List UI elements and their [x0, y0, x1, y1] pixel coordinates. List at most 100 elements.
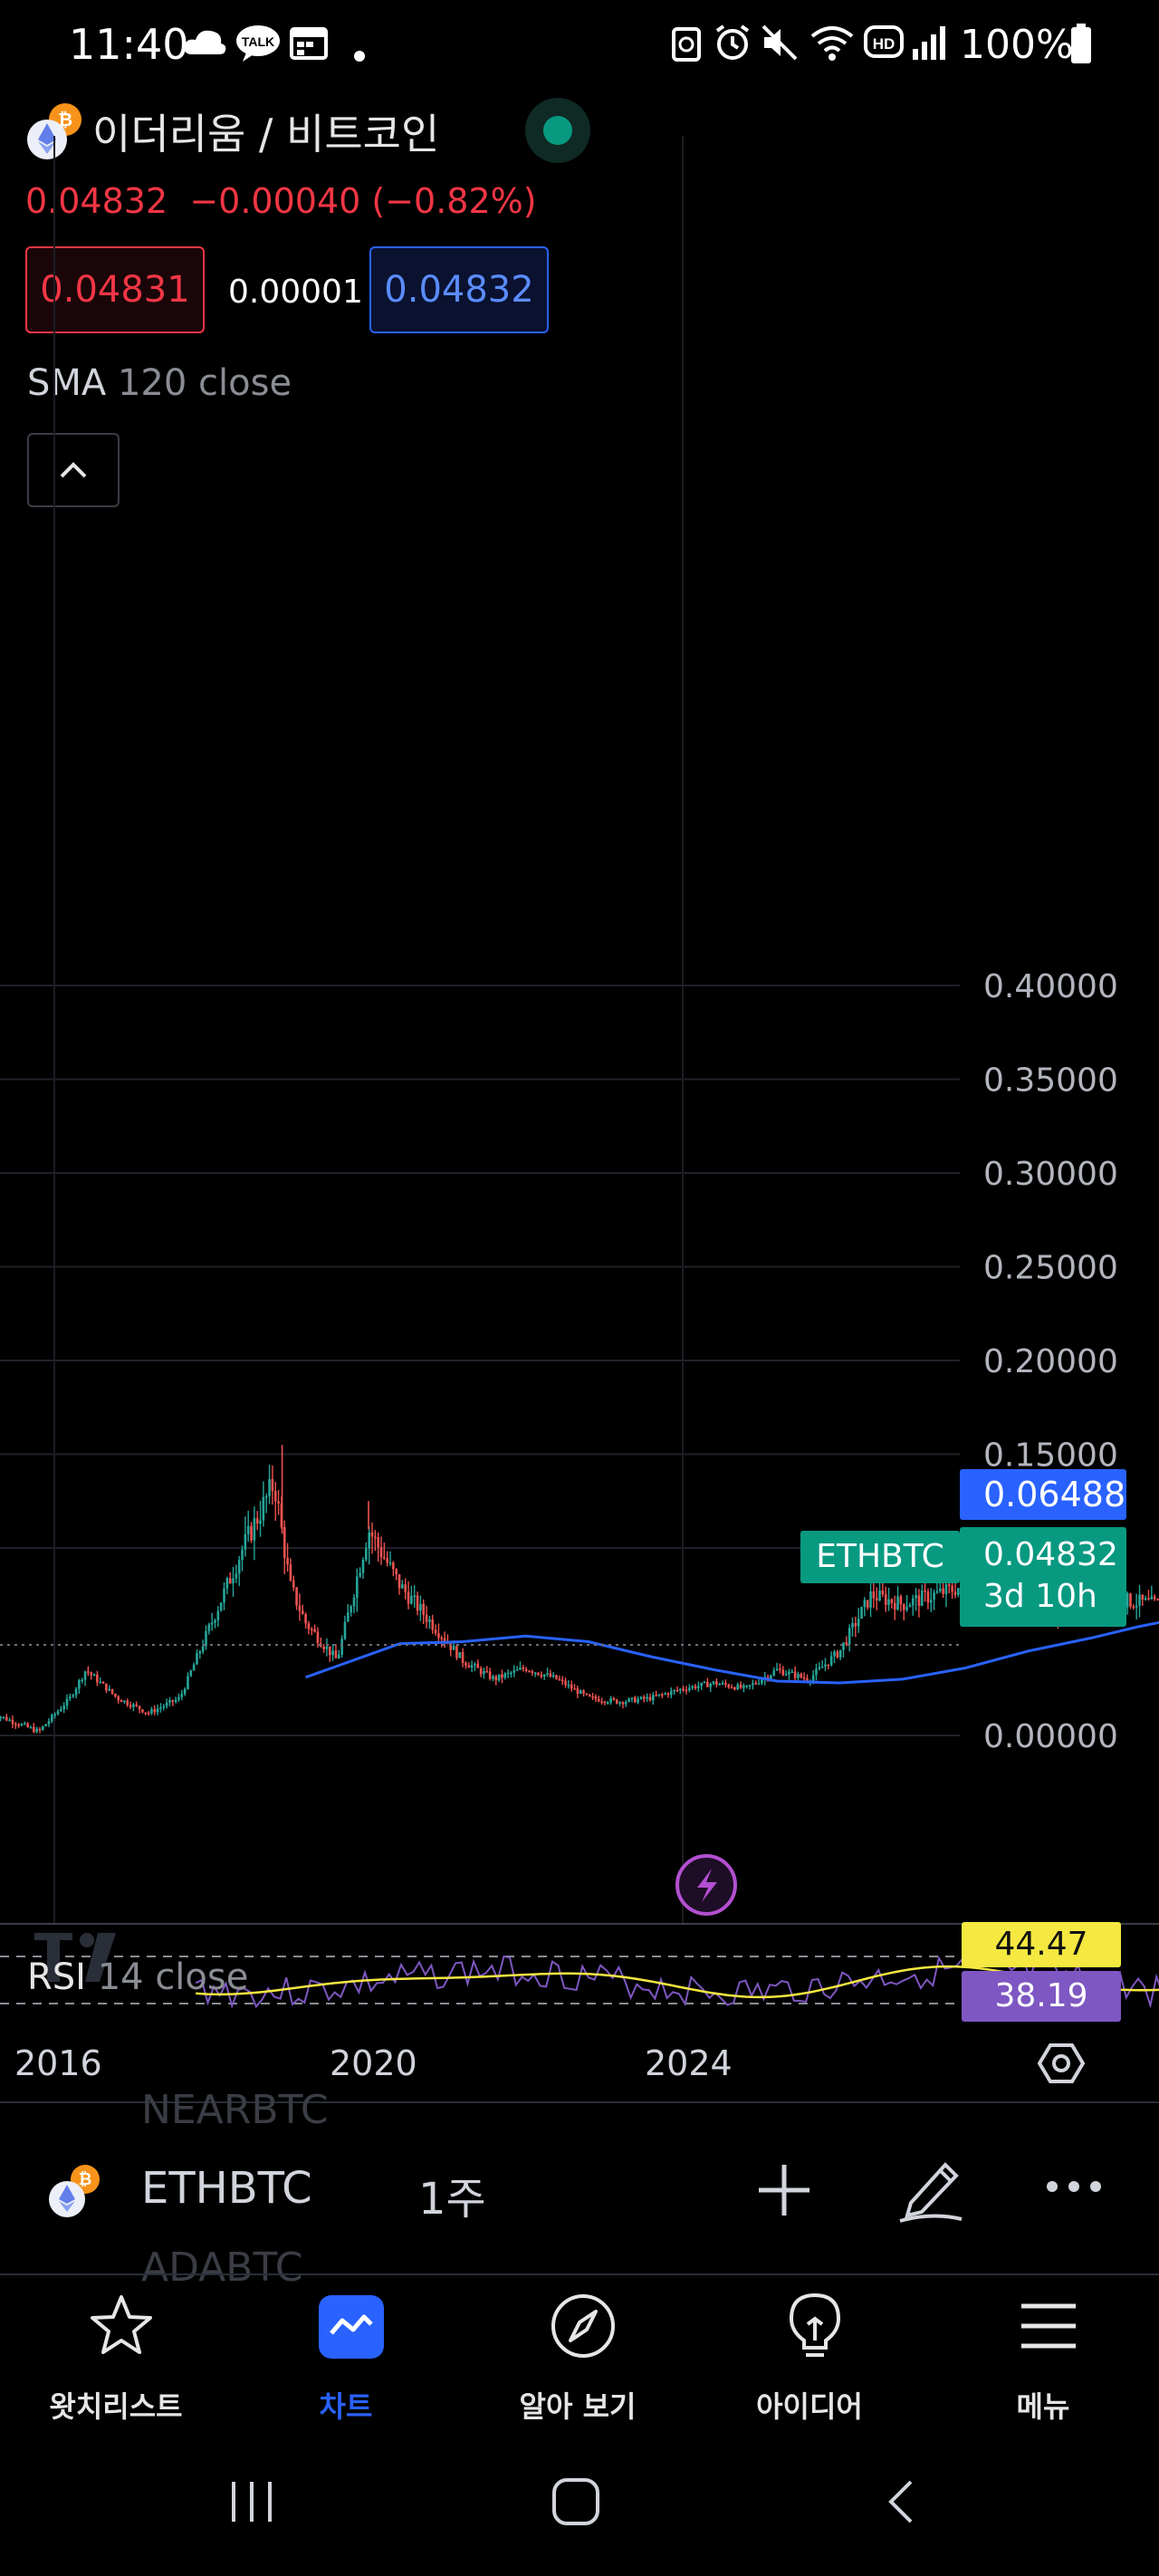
- candle-body: [105, 1683, 108, 1691]
- rsi-ma-tag: 44.47: [962, 1922, 1121, 1967]
- candle-body: [292, 1580, 295, 1588]
- candle-body: [802, 1677, 806, 1679]
- star-icon: [87, 2292, 156, 2364]
- candle-body: [926, 1591, 930, 1603]
- candle-body: [942, 1588, 944, 1594]
- dot-icon: [353, 31, 366, 71]
- drawing-icon[interactable]: [896, 2152, 965, 2228]
- candle-body: [582, 1690, 585, 1694]
- candle-body: [343, 1621, 347, 1639]
- candle-body: [255, 1518, 259, 1524]
- price-chart[interactable]: 0.40000 0.35000 0.30000 0.25000 0.20000 0.150…: [0, 136, 1159, 2083]
- collapse-legend-button[interactable]: [27, 433, 120, 507]
- candle-body: [1144, 1598, 1147, 1600]
- candle-body: [246, 1525, 250, 1534]
- back-icon[interactable]: [882, 2476, 922, 2531]
- candle-body: [612, 1698, 616, 1700]
- nav-watchlist[interactable]: 왓치리스트: [16, 2286, 216, 2424]
- symbol-search-button[interactable]: ETHBTC: [141, 2163, 312, 2214]
- candle-body: [637, 1698, 639, 1703]
- market-status[interactable]: [525, 98, 590, 163]
- nav-menu[interactable]: 메뉴: [943, 2286, 1143, 2424]
- candle-body: [183, 1688, 187, 1695]
- candle-body: [461, 1652, 465, 1663]
- candle-body: [5, 1716, 8, 1721]
- candle-body: [503, 1673, 507, 1678]
- candle-body: [902, 1604, 905, 1610]
- candle-body: [470, 1665, 474, 1668]
- rsi-ma-line: [196, 1965, 1159, 1999]
- add-icon[interactable]: [753, 2159, 815, 2225]
- candle-body: [703, 1681, 706, 1684]
- sma-legend[interactable]: SMA 120 close: [27, 362, 292, 404]
- nav-ideas[interactable]: 아이디어: [710, 2286, 909, 2424]
- candle-body: [24, 1723, 26, 1725]
- candle-body: [147, 1712, 150, 1715]
- next-symbol-ghost: ADABTC: [141, 2244, 303, 2291]
- candle-body: [594, 1697, 598, 1699]
- candle-body: [307, 1623, 311, 1629]
- candle-body: [884, 1594, 887, 1605]
- menu-icon: [1014, 2292, 1083, 2364]
- candle-body: [863, 1600, 867, 1608]
- candle-body: [878, 1590, 881, 1600]
- nav-explore[interactable]: 알아 보기: [478, 2286, 677, 2424]
- buy-button[interactable]: 0.04832: [369, 246, 549, 333]
- interval-button[interactable]: 1주: [418, 2174, 486, 2225]
- candle-body: [101, 1681, 105, 1684]
- candle-body: [537, 1672, 540, 1676]
- nav-chart[interactable]: 차트: [246, 2286, 445, 2424]
- candle-body: [174, 1699, 177, 1702]
- svg-text:₿: ₿: [79, 2170, 92, 2188]
- candle-body: [177, 1697, 180, 1700]
- candle-body: [748, 1685, 752, 1687]
- symbol-logo-icon[interactable]: ₿: [45, 2161, 103, 2225]
- x-tick-label: 2020: [330, 2043, 417, 2083]
- rsi-legend[interactable]: RSI 14 close: [27, 1956, 248, 1998]
- candle-body: [431, 1620, 435, 1630]
- candle-body: [757, 1683, 761, 1685]
- hd-icon: HD: [864, 24, 904, 70]
- candle-body: [506, 1672, 510, 1675]
- price-change: −0.00040: [189, 181, 361, 221]
- candle-body: [570, 1684, 573, 1689]
- candle-body: [410, 1595, 413, 1604]
- chart-settings-icon[interactable]: [1037, 2040, 1086, 2091]
- candle-body: [887, 1599, 890, 1605]
- alert-lightning-icon[interactable]: [675, 1854, 737, 1916]
- candle-body: [38, 1728, 42, 1731]
- recent-apps-icon[interactable]: [226, 2476, 277, 2531]
- candle-body: [664, 1693, 666, 1696]
- home-icon[interactable]: [549, 2476, 603, 2531]
- candle-body: [688, 1687, 691, 1691]
- candle-body: [434, 1629, 437, 1634]
- candle-body: [159, 1707, 162, 1709]
- candle-body: [153, 1709, 157, 1713]
- candle-body: [135, 1704, 139, 1706]
- candle-body: [379, 1547, 383, 1558]
- candle-body: [915, 1595, 917, 1599]
- market-open-dot-icon: [543, 116, 572, 145]
- candle-body: [250, 1525, 253, 1541]
- svg-text:TALK: TALK: [242, 34, 274, 49]
- candle-body: [205, 1630, 207, 1647]
- candle-body: [761, 1679, 763, 1684]
- candle-body: [497, 1674, 501, 1681]
- candle-body: [171, 1699, 175, 1702]
- candle-body: [519, 1668, 522, 1670]
- more-icon[interactable]: [1045, 2176, 1103, 2201]
- candle-body: [338, 1654, 340, 1658]
- nav-label: 왓치리스트: [49, 2389, 183, 2424]
- candle-body: [624, 1701, 627, 1705]
- candle-body: [443, 1638, 446, 1642]
- candle-body: [1153, 1596, 1156, 1600]
- candle-body: [793, 1671, 797, 1678]
- candle-body: [670, 1690, 673, 1696]
- candle-body: [72, 1695, 74, 1697]
- symbol-title[interactable]: 이더리움 / 비트코인: [92, 110, 440, 159]
- candle-body: [419, 1603, 422, 1611]
- candle-body: [286, 1557, 289, 1565]
- candle-body: [298, 1605, 302, 1611]
- candle-body: [515, 1669, 519, 1671]
- candle-body: [60, 1708, 62, 1712]
